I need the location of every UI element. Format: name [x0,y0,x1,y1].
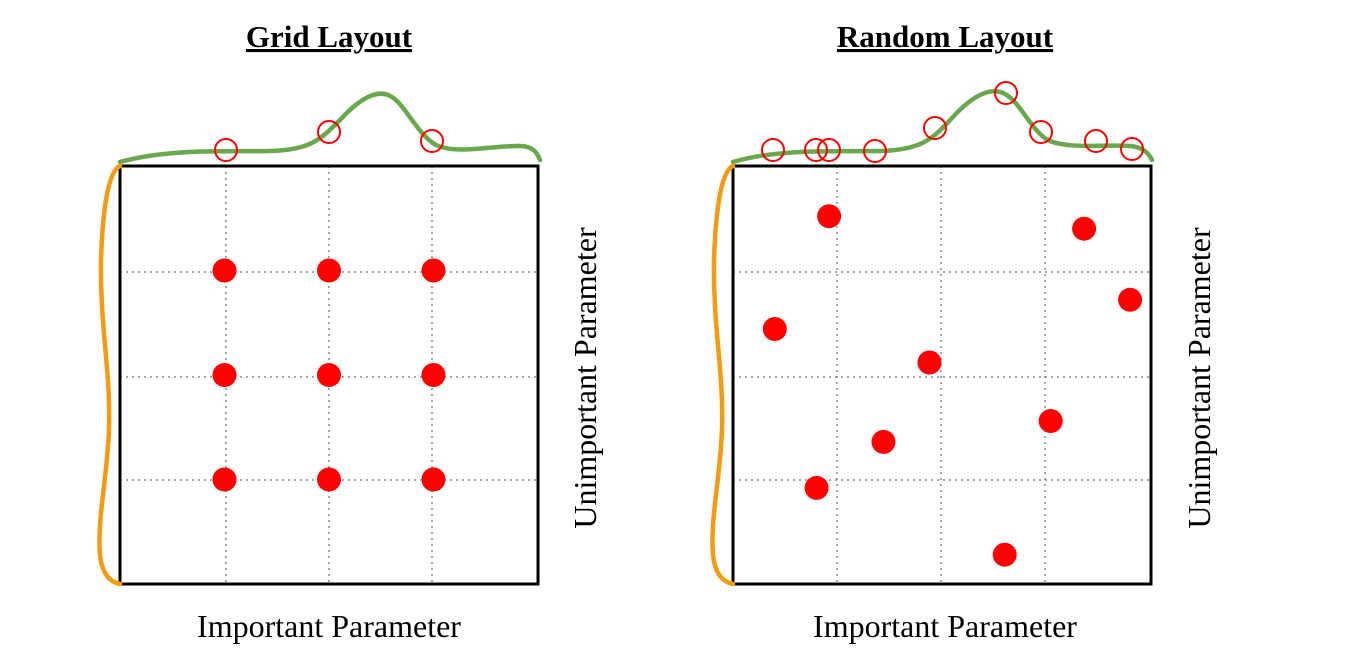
random-projection-marker [994,81,1018,105]
random-projection-marker [817,138,841,162]
random-sample-point [1038,409,1063,433]
random-important-parameter-curve [730,89,1155,165]
grid-x-axis-label: Important Parameter [197,608,461,644]
random-sample-point [871,429,896,454]
grid-unimportant-parameter-curve [97,163,123,587]
grid-important-parameter-curve [117,91,543,165]
grid-layout-panel: Grid Layout Important Parameter Unimport… [97,19,603,644]
grid-sample-point [421,363,446,387]
grid-sample-point [421,258,446,283]
grid-sample-point [317,467,341,492]
grid-sample-point [212,467,237,492]
random-projection-marker [804,138,828,162]
random-projection-marker [1029,120,1053,144]
random-sample-points [762,204,1143,567]
random-projection-marker [923,116,947,140]
random-projection-marker [761,138,785,162]
grid-sample-point [317,258,341,283]
grid-layout-title: Grid Layout [246,19,413,54]
random-sample-point [817,204,842,229]
grid-projection-marker [420,129,444,153]
random-sample-point [804,475,829,500]
random-projection-marker [1084,129,1108,153]
random-x-axis-label: Important Parameter [813,608,1077,644]
grid-sample-points [212,258,446,492]
grid-projection-marker [214,138,238,162]
random-y-axis-label: Unimportant Parameter [1181,227,1217,529]
random-layout-panel: Random Layout Important Parameter Unimpo [710,19,1217,644]
random-sample-point [1118,287,1143,312]
random-sample-point [1072,216,1097,241]
random-projection-marker [1120,137,1144,161]
random-layout-title: Random Layout [837,19,1054,54]
random-sample-point [917,350,942,375]
random-layout-dotted-lines [733,166,1151,584]
random-projected-samples [761,81,1144,163]
grid-projection-marker [317,120,341,144]
grid-sample-point [421,467,446,492]
grid-sample-point [317,363,341,387]
grid-sample-point [212,363,237,387]
random-sample-point [762,317,787,341]
random-sample-point [992,542,1017,567]
grid-projected-samples [214,120,444,162]
random-unimportant-parameter-curve [710,163,736,587]
grid-sample-point [212,258,237,283]
grid-layout-frame [118,164,540,586]
random-layout-frame [731,164,1153,586]
random-projection-marker [863,139,887,163]
grid-layout-dotted-lines [120,166,538,584]
grid-y-axis-label: Unimportant Parameter [567,227,603,529]
